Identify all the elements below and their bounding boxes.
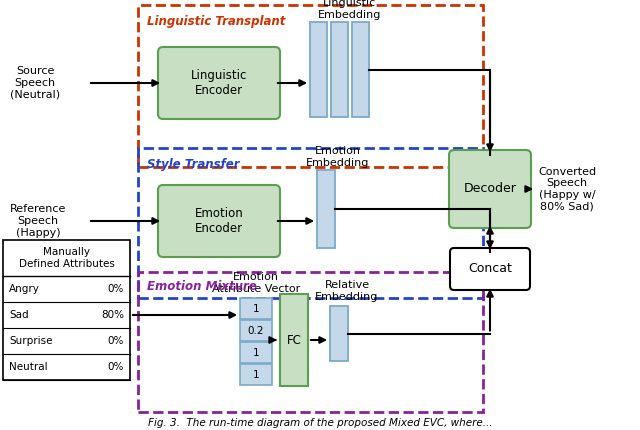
Text: 1: 1 (253, 347, 259, 357)
Text: Linguistic
Embedding: Linguistic Embedding (318, 0, 381, 20)
Text: Sad: Sad (9, 310, 29, 320)
FancyBboxPatch shape (450, 248, 530, 290)
Text: 0.2: 0.2 (248, 326, 264, 335)
Text: Converted
Speech
(Happy w/
80% Sad): Converted Speech (Happy w/ 80% Sad) (538, 166, 596, 212)
Text: Linguistic
Encoder: Linguistic Encoder (191, 69, 247, 97)
Bar (138, 272, 483, 412)
Text: Decoder: Decoder (463, 182, 516, 196)
Bar (240, 320, 272, 341)
Text: 1: 1 (253, 369, 259, 380)
Bar (138, 5, 483, 167)
Text: Emotion
Embedding: Emotion Embedding (307, 146, 370, 168)
Bar (330, 306, 348, 361)
Text: Surprise: Surprise (9, 336, 52, 346)
Text: Linguistic Transplant: Linguistic Transplant (147, 15, 285, 28)
Bar (240, 342, 272, 363)
Text: Concat: Concat (468, 262, 512, 276)
Text: 0%: 0% (108, 284, 124, 294)
Text: Source
Speech
(Neutral): Source Speech (Neutral) (10, 66, 60, 100)
Text: Manually
Defined Attributes: Manually Defined Attributes (19, 247, 115, 269)
Bar (240, 364, 272, 385)
Bar (310, 22, 327, 117)
Text: Style Transfer: Style Transfer (147, 158, 239, 171)
Text: Fig. 3.  The run-time diagram of the proposed Mixed EVC, where...: Fig. 3. The run-time diagram of the prop… (148, 418, 492, 428)
Bar (317, 170, 335, 248)
Text: FC: FC (287, 334, 301, 347)
Text: Relative
Embedding: Relative Embedding (316, 280, 379, 302)
Text: Emotion
Attribute Vector: Emotion Attribute Vector (212, 272, 300, 294)
FancyBboxPatch shape (449, 150, 531, 228)
Text: Neutral: Neutral (9, 362, 47, 372)
FancyBboxPatch shape (158, 47, 280, 119)
Bar (138, 148, 483, 298)
Text: 0%: 0% (108, 336, 124, 346)
Bar (331, 22, 348, 117)
Bar (240, 298, 272, 319)
Bar (280, 294, 308, 386)
Text: 80%: 80% (101, 310, 124, 320)
Text: Reference
Speech
(Happy): Reference Speech (Happy) (10, 204, 67, 238)
FancyBboxPatch shape (158, 185, 280, 257)
Bar (3, 240, 130, 380)
Text: 1: 1 (253, 304, 259, 313)
Bar (352, 22, 369, 117)
Text: Emotion
Encoder: Emotion Encoder (195, 207, 243, 235)
Text: Emotion Mixture: Emotion Mixture (147, 280, 257, 293)
Text: 0%: 0% (108, 362, 124, 372)
Text: Angry: Angry (9, 284, 40, 294)
